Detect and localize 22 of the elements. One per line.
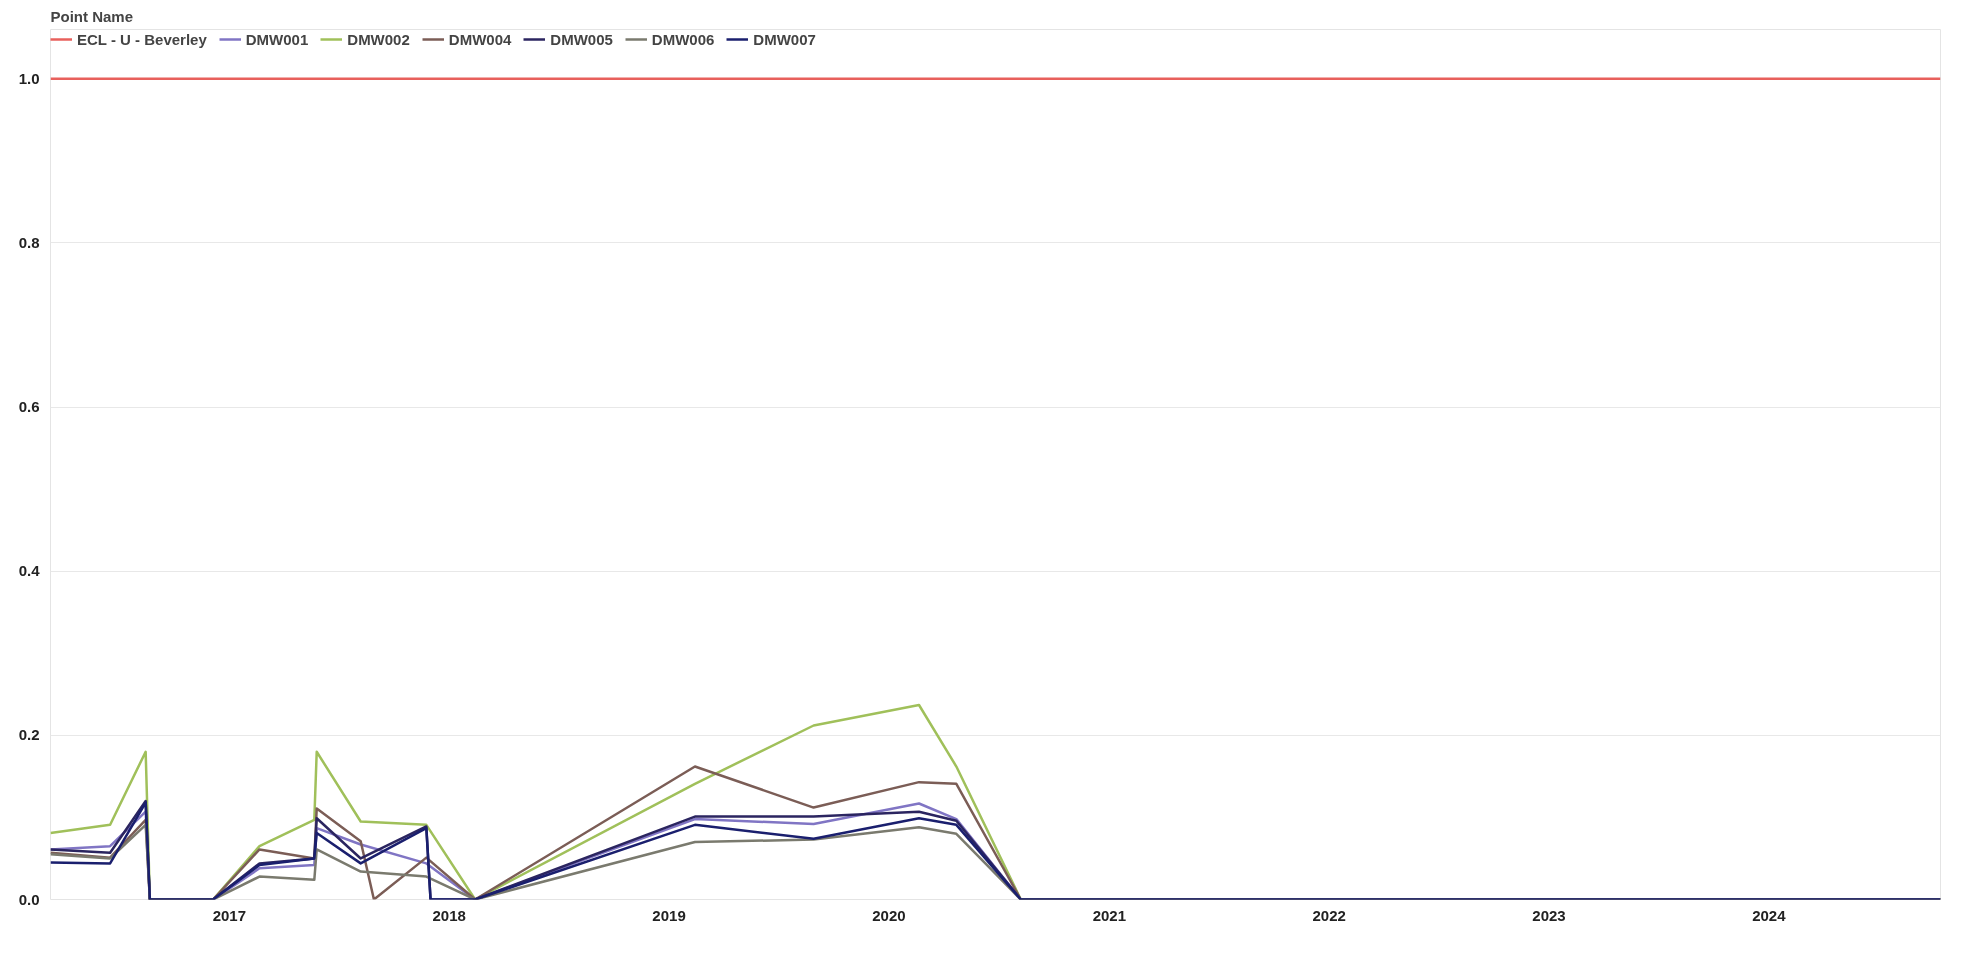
y-tick-label: 0.8 [18,233,40,251]
y-tick-label: 0.0 [18,890,40,908]
y-tick-label: 1.0 [18,69,40,87]
x-tick-label: 2021 [1092,906,1127,924]
y-tick-label: 0.2 [18,726,40,744]
legend-label: ECL - U - Beverley [77,30,207,48]
legend-label: DMW007 [753,30,816,48]
x-tick-label: 2023 [1532,906,1566,924]
legend-label: DMW002 [347,30,410,48]
legend-label: DMW001 [245,30,309,48]
legend-label: DMW005 [550,30,613,48]
x-tick-label: 2019 [652,906,686,924]
legend-title: Point Name [50,7,134,25]
y-tick-label: 0.6 [18,398,40,416]
legend-label: DMW004 [448,30,512,48]
x-tick-label: 2022 [1312,906,1346,924]
x-tick-label: 2017 [212,906,247,924]
x-tick-label: 2020 [872,906,906,924]
x-tick-label: 2018 [432,906,466,924]
x-tick-label: 2024 [1752,906,1787,924]
y-tick-label: 0.4 [18,562,41,580]
legend-label: DMW006 [651,30,715,48]
